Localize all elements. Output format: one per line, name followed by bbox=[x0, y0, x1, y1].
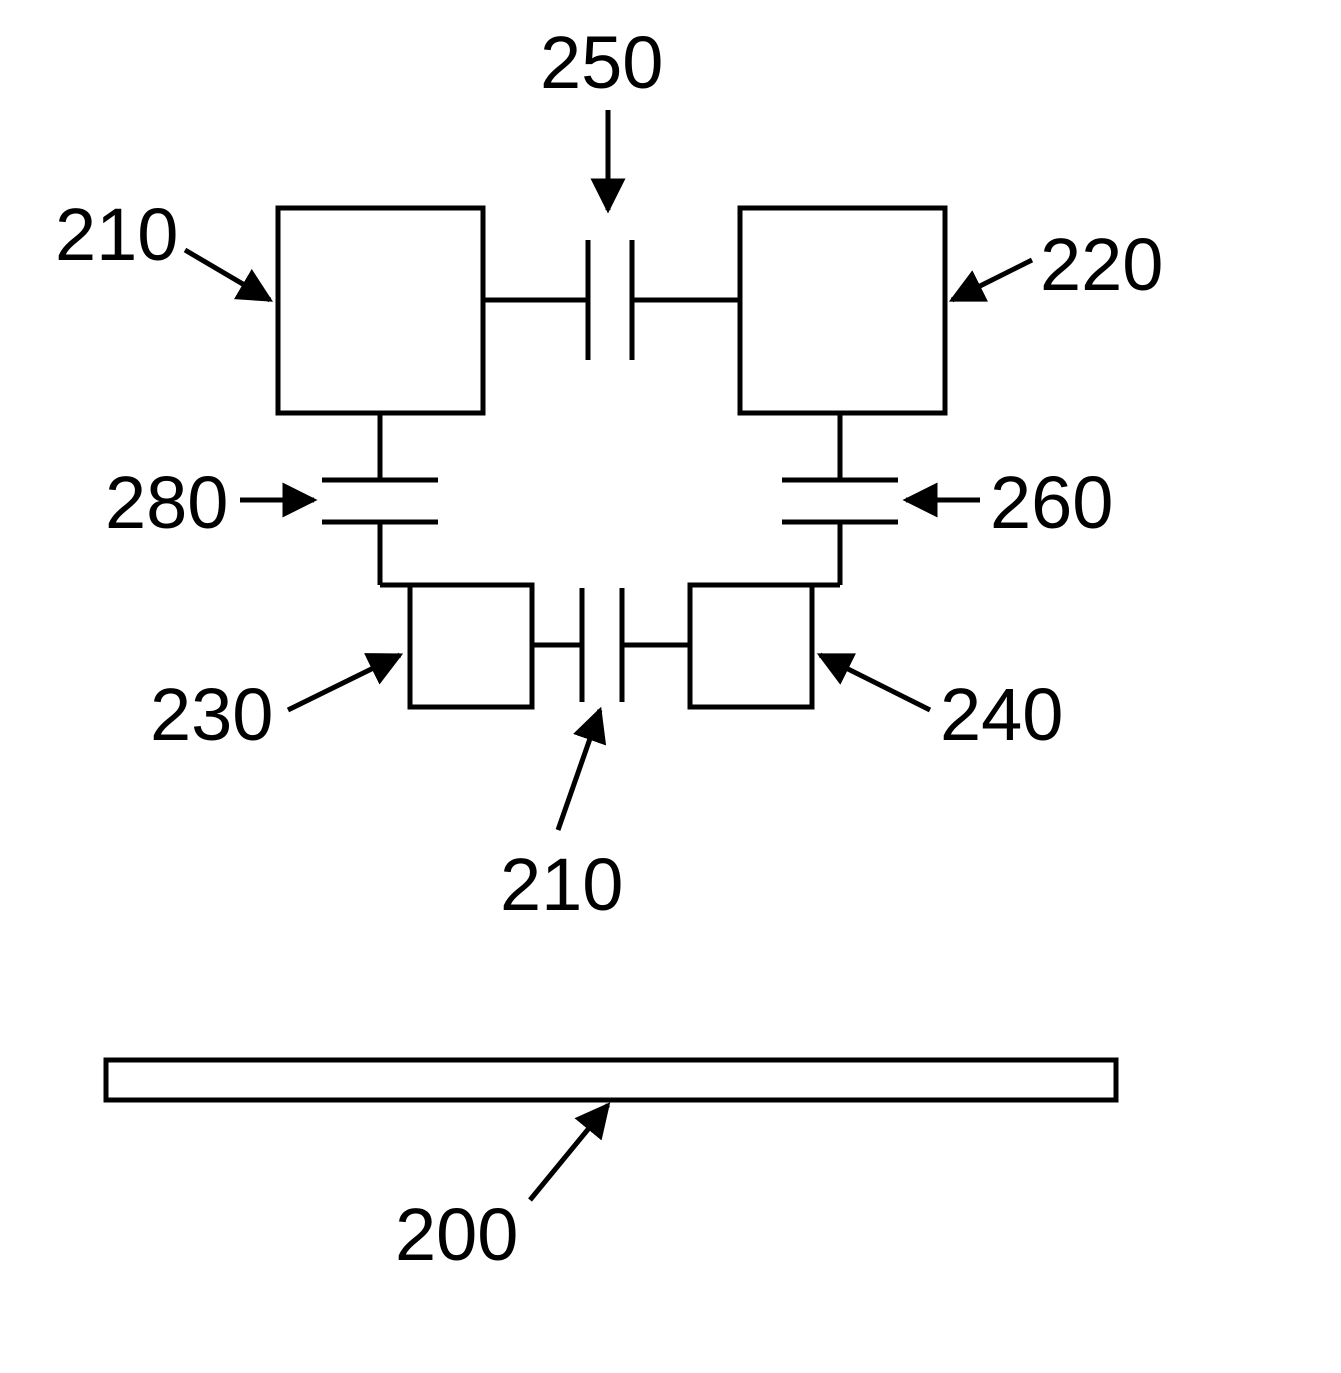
leader-arrow-240 bbox=[820, 655, 930, 710]
leader-arrow-210 bbox=[185, 250, 270, 300]
label-220: 220 bbox=[1040, 223, 1163, 306]
box_br bbox=[690, 585, 812, 707]
leader-arrow-200 bbox=[530, 1105, 608, 1200]
label-240: 240 bbox=[940, 673, 1063, 756]
label-210b: 210 bbox=[500, 843, 623, 926]
label-200: 200 bbox=[395, 1193, 518, 1276]
box_tl bbox=[278, 208, 483, 413]
ground_bar bbox=[106, 1060, 1116, 1100]
leader-arrow-230 bbox=[288, 655, 400, 710]
leader-arrow-210b bbox=[558, 710, 600, 830]
box_bl bbox=[410, 585, 532, 707]
label-210: 210 bbox=[55, 193, 178, 276]
label-250: 250 bbox=[540, 21, 663, 104]
label-260: 260 bbox=[990, 461, 1113, 544]
leader-arrow-220 bbox=[952, 260, 1032, 300]
label-230: 230 bbox=[150, 673, 273, 756]
label-280: 280 bbox=[105, 461, 228, 544]
box_tr bbox=[740, 208, 945, 413]
